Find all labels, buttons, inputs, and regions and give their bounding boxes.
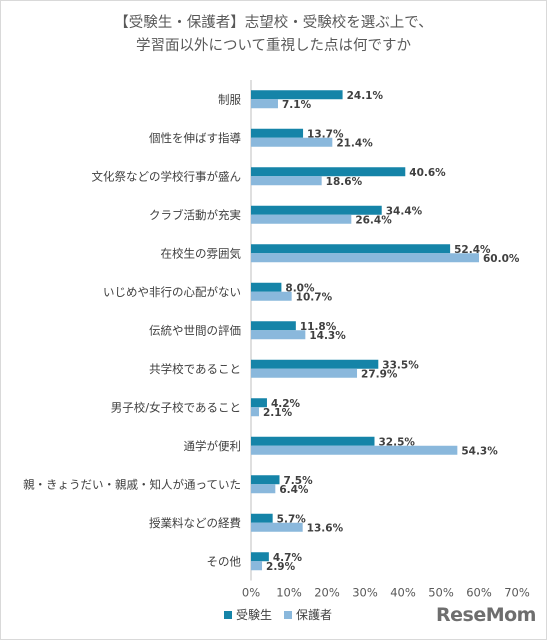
legend-swatch-series-1 [224, 610, 232, 619]
bar-series-2 [251, 99, 278, 109]
category-label: いじめや非行の心配がない [103, 285, 241, 299]
data-label-series-2: 54.3% [461, 445, 498, 457]
bar-series-1 [251, 359, 379, 369]
data-label-series-2: 27.9% [361, 368, 398, 380]
category-label: 通学が便利 [184, 439, 242, 453]
bar-series-2 [251, 561, 263, 571]
bar-series-1 [251, 436, 375, 446]
data-label-series-2: 14.3% [309, 330, 346, 342]
bar-series-2 [251, 330, 306, 340]
data-label-series-1: 32.5% [379, 436, 416, 448]
category-label: 伝統や世間の評価 [149, 323, 241, 337]
data-label-series-1: 8.0% [285, 282, 315, 294]
category-label: クラブ活動が充実 [149, 208, 241, 222]
bar-series-1 [251, 128, 304, 138]
data-label-series-2: 26.4% [355, 214, 392, 226]
bar-series-1 [251, 282, 282, 292]
bar-series-1 [251, 475, 280, 485]
legend-item-series-2: 保護者 [284, 606, 332, 623]
data-label-series-1: 4.2% [271, 398, 301, 410]
data-label-series-1: 7.5% [284, 475, 314, 487]
bar-series-1 [251, 90, 343, 100]
legend-item-series-1: 受験生 [224, 606, 272, 623]
bar-series-1 [251, 552, 269, 562]
bar-series-2 [251, 522, 303, 532]
x-tick-label: 60% [466, 586, 492, 600]
data-label-series-2: 60.0% [483, 253, 520, 265]
bar-series-2 [251, 176, 322, 186]
bar-series-2 [251, 253, 479, 263]
legend: 受験生 保護者 [224, 606, 344, 623]
data-label-series-1: 11.8% [300, 321, 337, 333]
category-label: その他 [207, 554, 242, 568]
category-label: 共学校であること [149, 362, 241, 376]
data-label-series-2: 10.7% [296, 291, 333, 303]
bar-series-2 [251, 214, 352, 224]
bar-series-2 [251, 137, 333, 147]
bar-series-1 [251, 513, 273, 523]
bar-series-2 [251, 484, 276, 494]
bar-series-1 [251, 244, 451, 254]
category-label: 個性を伸ばす指導 [149, 131, 241, 145]
bar-series-2 [251, 445, 458, 455]
bar-series-2 [251, 291, 292, 301]
chart-title-line-1: 【受験生・保護者】志望校・受験校を選ぶ上で、 [114, 15, 433, 31]
category-label: 親・きょうだい・親戚・知人が通っていた [23, 477, 241, 491]
data-label-series-2: 13.6% [307, 522, 344, 534]
data-label-series-2: 6.4% [279, 484, 309, 496]
x-tick-label: 10% [276, 586, 302, 600]
bar-series-2 [251, 407, 259, 417]
data-label-series-2: 2.1% [263, 407, 293, 419]
data-label-series-2: 18.6% [326, 176, 363, 188]
bar-series-1 [251, 321, 296, 331]
legend-label-series-2: 保護者 [296, 608, 333, 622]
category-label: 制服 [218, 92, 241, 106]
x-tick-label: 70% [504, 586, 530, 600]
bar-series-1 [251, 167, 406, 177]
x-tick-label: 0% [242, 586, 260, 600]
data-label-series-1: 24.1% [347, 90, 384, 102]
bar-chart: 制服 24.1% 7.1% 個性を伸ばす指導 13.7%21.4% 文化祭などの学校行事が… [23, 80, 530, 600]
legend-swatch-series-2 [284, 610, 293, 619]
data-label-series-1: 52.4% [454, 244, 491, 256]
category-label: 男子校/女子校であること [111, 400, 241, 414]
category-label: 授業料などの経費 [149, 516, 241, 530]
data-label-series-2: 7.1% [282, 99, 312, 111]
x-tick-label: 40% [390, 586, 416, 600]
bar-series-1 [251, 398, 267, 408]
data-label-series-1: 4.7% [273, 552, 303, 564]
data-label-series-1: 33.5% [382, 359, 419, 371]
x-tick-label: 50% [428, 586, 454, 600]
bar-series-1 [251, 205, 382, 215]
x-tick-label: 30% [352, 586, 378, 600]
legend-label-series-1: 受験生 [236, 608, 273, 622]
data-label-series-1: 34.4% [386, 205, 423, 217]
data-label-series-2: 2.9% [266, 561, 296, 573]
chart-title-line-2: 学習面以外について重視した点は何ですか [135, 38, 412, 54]
data-label-series-1: 40.6% [409, 167, 446, 179]
category-label: 在校生の雰囲気 [161, 246, 242, 260]
data-label-series-1: 5.7% [277, 513, 307, 525]
data-label-series-1: 13.7% [307, 128, 344, 140]
x-tick-label: 20% [314, 586, 340, 600]
category-label: 文化祭などの学校行事が盛ん [92, 169, 242, 183]
bar-series-2 [251, 368, 358, 378]
resemom-logo: ReseMom [436, 604, 536, 626]
data-label-series-2: 21.4% [336, 137, 373, 149]
